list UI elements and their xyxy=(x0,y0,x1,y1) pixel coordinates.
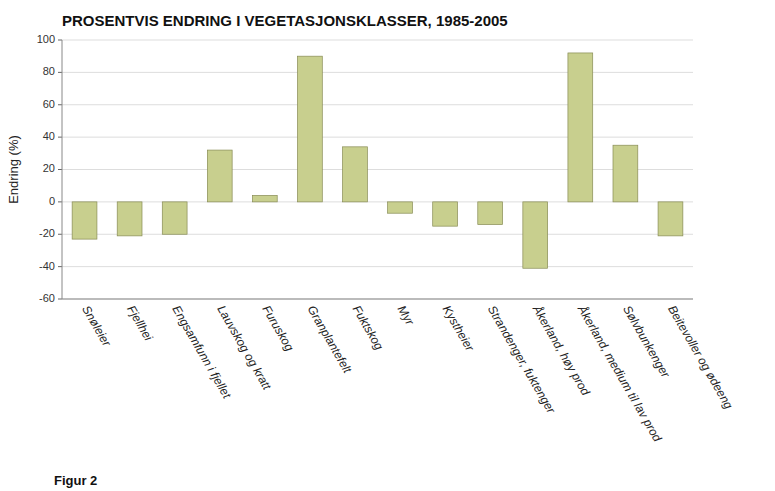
category-label: Beitevoller og øde­eng xyxy=(665,303,736,411)
grid-line xyxy=(62,169,693,170)
category-label: Granplantefelt xyxy=(305,303,355,376)
grid-line xyxy=(62,72,693,73)
bar xyxy=(388,202,413,213)
annotation: Figur 2 xyxy=(54,473,97,488)
tick-label: 100 xyxy=(37,33,55,45)
tick-label: 60 xyxy=(43,98,55,110)
bar xyxy=(433,202,458,226)
category-label: Myr xyxy=(395,303,418,328)
category-label: Fjellhei xyxy=(124,303,155,343)
grid-line xyxy=(62,266,693,267)
tick-label: 20 xyxy=(43,162,55,174)
grid-line xyxy=(62,40,693,41)
grid-line xyxy=(62,299,693,300)
grid-line xyxy=(62,104,693,105)
bar xyxy=(343,147,368,202)
x-axis: SnøleierFjellheiEngsamfunn i fjelletLauv… xyxy=(62,299,736,444)
tick-mark xyxy=(58,104,62,105)
tick-mark xyxy=(58,40,62,41)
tick-label: 40 xyxy=(43,130,55,142)
grid-line xyxy=(62,201,693,202)
category-label: Snøleier xyxy=(79,303,114,350)
category-label: Åkerland, medium til lav prod xyxy=(574,302,665,445)
bar xyxy=(523,202,548,268)
bar xyxy=(117,202,142,236)
tick-label: -60 xyxy=(39,292,55,304)
tick-label: 0 xyxy=(49,195,55,207)
bar xyxy=(568,53,593,202)
grid-line xyxy=(62,234,693,235)
category-label: Fuktskog xyxy=(350,303,387,352)
tick-label: -20 xyxy=(39,227,55,239)
grid-line xyxy=(62,137,693,138)
tick-mark xyxy=(58,72,62,73)
axis-line xyxy=(62,40,63,299)
bar xyxy=(72,202,97,239)
title: PROSENTVIS ENDRING I VEGETASJONSKLASSER,… xyxy=(62,12,508,29)
bars xyxy=(72,53,683,268)
category-label: Sølvbunkenger xyxy=(620,303,673,381)
tick-mark xyxy=(58,201,62,202)
y-axis: -60 -40 -20 0 20 40 60 80 100 xyxy=(37,33,62,304)
tick-mark xyxy=(58,234,62,235)
category-label: Furuskog xyxy=(259,303,296,354)
bar xyxy=(478,202,503,225)
bar xyxy=(252,195,277,201)
tick-mark xyxy=(58,299,62,300)
axis-line xyxy=(62,299,693,300)
bar xyxy=(297,56,322,202)
bar xyxy=(207,150,232,202)
tick-mark xyxy=(58,266,62,267)
tick-label: -40 xyxy=(39,260,55,272)
category-label: Kystheier xyxy=(440,303,478,354)
bar xyxy=(658,202,683,236)
chart: -60-40-20020406080100SnøleierFjellheiEng… xyxy=(0,0,775,491)
bar xyxy=(162,202,187,234)
tick-label: 80 xyxy=(43,65,55,77)
axis-title: Endring (%) xyxy=(6,135,21,204)
tick-mark xyxy=(58,137,62,138)
bar xyxy=(613,145,638,202)
tick-mark xyxy=(58,169,62,170)
grid xyxy=(62,40,693,299)
